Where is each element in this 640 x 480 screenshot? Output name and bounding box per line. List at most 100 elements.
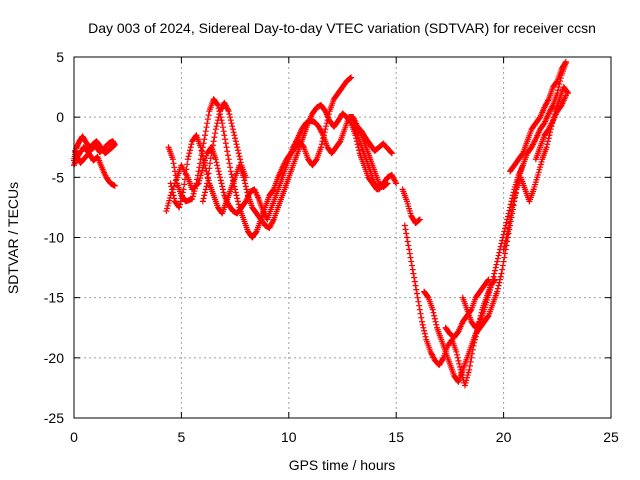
data-point [553, 79, 560, 86]
data-point [189, 193, 196, 200]
data-point [466, 366, 473, 373]
data-point [234, 195, 241, 202]
data-point [184, 156, 191, 163]
data-point [431, 312, 438, 319]
data-point [313, 157, 320, 164]
data-point [496, 249, 503, 256]
y-tick-label: 5 [56, 49, 64, 65]
data-point [454, 351, 461, 358]
data-point [199, 150, 206, 157]
data-point [500, 246, 507, 253]
data-point [201, 192, 208, 199]
data-point [408, 258, 415, 265]
data-point [504, 228, 511, 235]
data-point [242, 183, 249, 190]
data-point [110, 143, 117, 150]
data-point [195, 168, 202, 175]
data-point [418, 314, 425, 321]
data-point [191, 188, 198, 195]
data-point [270, 187, 277, 194]
data-point [221, 132, 228, 139]
data-point [234, 144, 241, 151]
data-point [226, 111, 233, 118]
data-point [214, 162, 221, 169]
data-point [510, 198, 517, 205]
data-point [165, 200, 172, 207]
data-point [188, 141, 195, 148]
data-point [430, 309, 437, 316]
data-point [181, 176, 188, 183]
data-point [203, 183, 210, 190]
data-point [178, 195, 185, 202]
data-point [504, 213, 511, 220]
data-point [462, 379, 469, 386]
data-point [202, 132, 209, 139]
data-point [210, 138, 217, 145]
data-point [562, 92, 569, 99]
data-point [201, 159, 208, 166]
data-point [355, 147, 362, 154]
data-point [388, 150, 395, 157]
series-trace-g [199, 99, 249, 205]
data-point [535, 169, 542, 176]
data-point [537, 164, 544, 171]
data-point [416, 216, 423, 223]
data-point [321, 129, 328, 136]
series-trace-j [399, 186, 423, 227]
data-point [497, 276, 504, 283]
data-point [403, 230, 410, 237]
data-point [463, 377, 470, 384]
axis-ticks [73, 56, 612, 419]
chart-title: Day 003 of 2024, Sidereal Day-to-day VTE… [88, 20, 596, 36]
data-point [202, 128, 209, 135]
data-point [543, 144, 550, 151]
data-point [318, 141, 325, 148]
data-point [422, 333, 429, 340]
data-point [220, 189, 227, 196]
data-point [234, 147, 241, 154]
data-point [347, 119, 354, 126]
data-point [487, 284, 494, 291]
x-tick-label: 10 [281, 429, 297, 445]
data-point [464, 374, 471, 381]
data-point [205, 170, 212, 177]
data-point [232, 189, 239, 196]
data-point [499, 266, 506, 273]
data-point [209, 142, 216, 149]
data-point [502, 240, 509, 247]
data-point [199, 153, 206, 160]
data-point [223, 144, 230, 151]
data-point [197, 160, 204, 167]
data-point [184, 161, 191, 168]
data-point [401, 222, 408, 229]
data-point [464, 372, 471, 379]
data-point [411, 278, 418, 285]
data-point [186, 150, 193, 157]
data-point [211, 134, 218, 141]
data-point [216, 171, 223, 178]
x-tick-label: 20 [496, 429, 512, 445]
data-point [404, 238, 411, 245]
data-point [212, 126, 219, 133]
data-point [169, 186, 176, 193]
data-point [233, 141, 240, 148]
data-point [171, 168, 178, 175]
data-point [170, 160, 177, 167]
data-point [229, 126, 236, 133]
data-point [461, 382, 468, 389]
data-point [406, 250, 413, 257]
data-point [197, 144, 204, 151]
data-point [234, 198, 241, 205]
data-point [224, 152, 231, 159]
series-trace-f [167, 102, 385, 231]
data-point [177, 198, 184, 205]
data-point [171, 195, 178, 202]
data-point [213, 159, 220, 166]
data-point [204, 120, 211, 127]
data-point [202, 186, 209, 193]
data-point [431, 315, 438, 322]
data-point [217, 174, 224, 181]
data-point [432, 318, 439, 325]
data-point [224, 148, 231, 155]
data-point [194, 176, 201, 183]
